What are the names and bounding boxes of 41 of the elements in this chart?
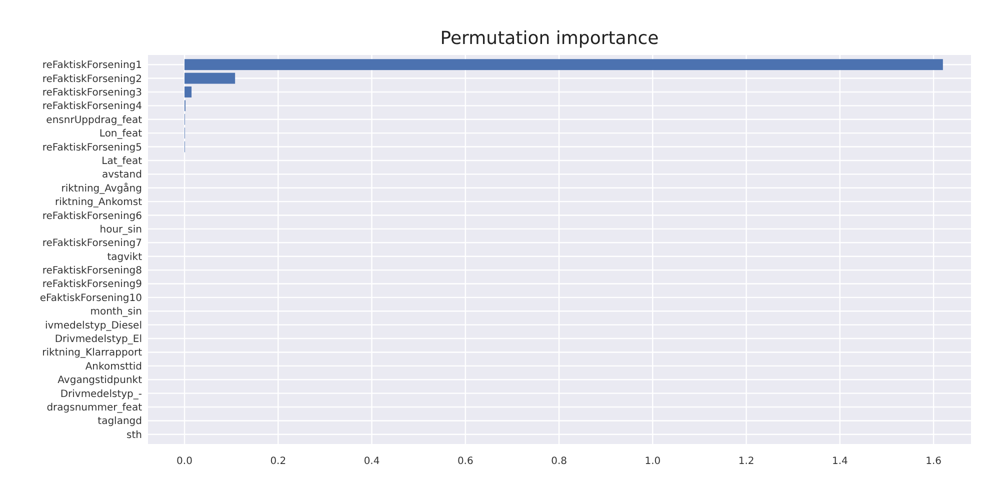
y-tick-label: hour_sin: [100, 224, 142, 236]
x-tick-label: 1.4: [832, 456, 848, 467]
x-tick-label: 0.2: [270, 456, 286, 467]
y-tick-label: ensnrUppdrag_feat: [46, 114, 142, 126]
y-tick-label: Lat_feat: [102, 156, 142, 167]
y-tick-label: reFaktiskForsening4: [42, 101, 142, 112]
y-tick-label: taglangd: [98, 416, 142, 428]
y-tick-label: ivmedelstyp_Diesel: [44, 320, 142, 332]
y-tick-label: Ankomsttid: [85, 361, 142, 372]
y-tick-label: Avgangstidpunkt: [58, 375, 142, 386]
x-tick-label: 0.4: [364, 456, 380, 467]
y-tick-label: riktning_Klarrapport: [42, 348, 142, 359]
y-tick-label: dragsnummer_feat: [46, 402, 142, 414]
x-tick-label: 1.0: [644, 456, 661, 467]
x-tick-label: 0.8: [551, 456, 567, 467]
y-tick-label: month_sin: [90, 306, 142, 318]
y-tick-label: riktning_Avgång: [61, 182, 142, 194]
y-tick-label: Drivmedelstyp_El: [54, 334, 142, 346]
y-tick-label: avstand: [102, 170, 142, 181]
x-tick-label: 0.0: [176, 456, 192, 467]
bar: [184, 72, 236, 84]
chart-title: Permutation importance: [440, 28, 659, 49]
y-tick-label: reFaktiskForsening3: [42, 87, 142, 98]
y-tick-label: reFaktiskForsening8: [42, 266, 142, 277]
y-tick-label: reFaktiskForsening9: [42, 279, 142, 290]
bar: [184, 86, 192, 98]
y-tick-label: reFaktiskForsening6: [42, 210, 142, 222]
y-tick-label: tagvikt: [107, 252, 142, 263]
y-tick-label: eFaktiskForsening10: [40, 292, 142, 304]
bar: [184, 59, 943, 70]
y-tick-label: riktning_Ankomst: [54, 197, 142, 208]
x-tick-label: 1.6: [926, 456, 942, 467]
y-tick-label: reFaktiskForsening5: [42, 142, 142, 154]
x-tick-label: 0.6: [457, 456, 474, 467]
x-tick-label: 1.2: [738, 456, 754, 467]
y-tick-label: Lon_feat: [99, 128, 142, 140]
y-tick-label: reFaktiskForsening2: [42, 74, 142, 85]
y-tick-label: Drivmedelstyp_-: [60, 388, 142, 400]
y-tick-label: sth: [126, 430, 142, 441]
y-tick-label: reFaktiskForsening7: [42, 238, 142, 250]
y-tick-label: reFaktiskForsening1: [42, 60, 142, 72]
